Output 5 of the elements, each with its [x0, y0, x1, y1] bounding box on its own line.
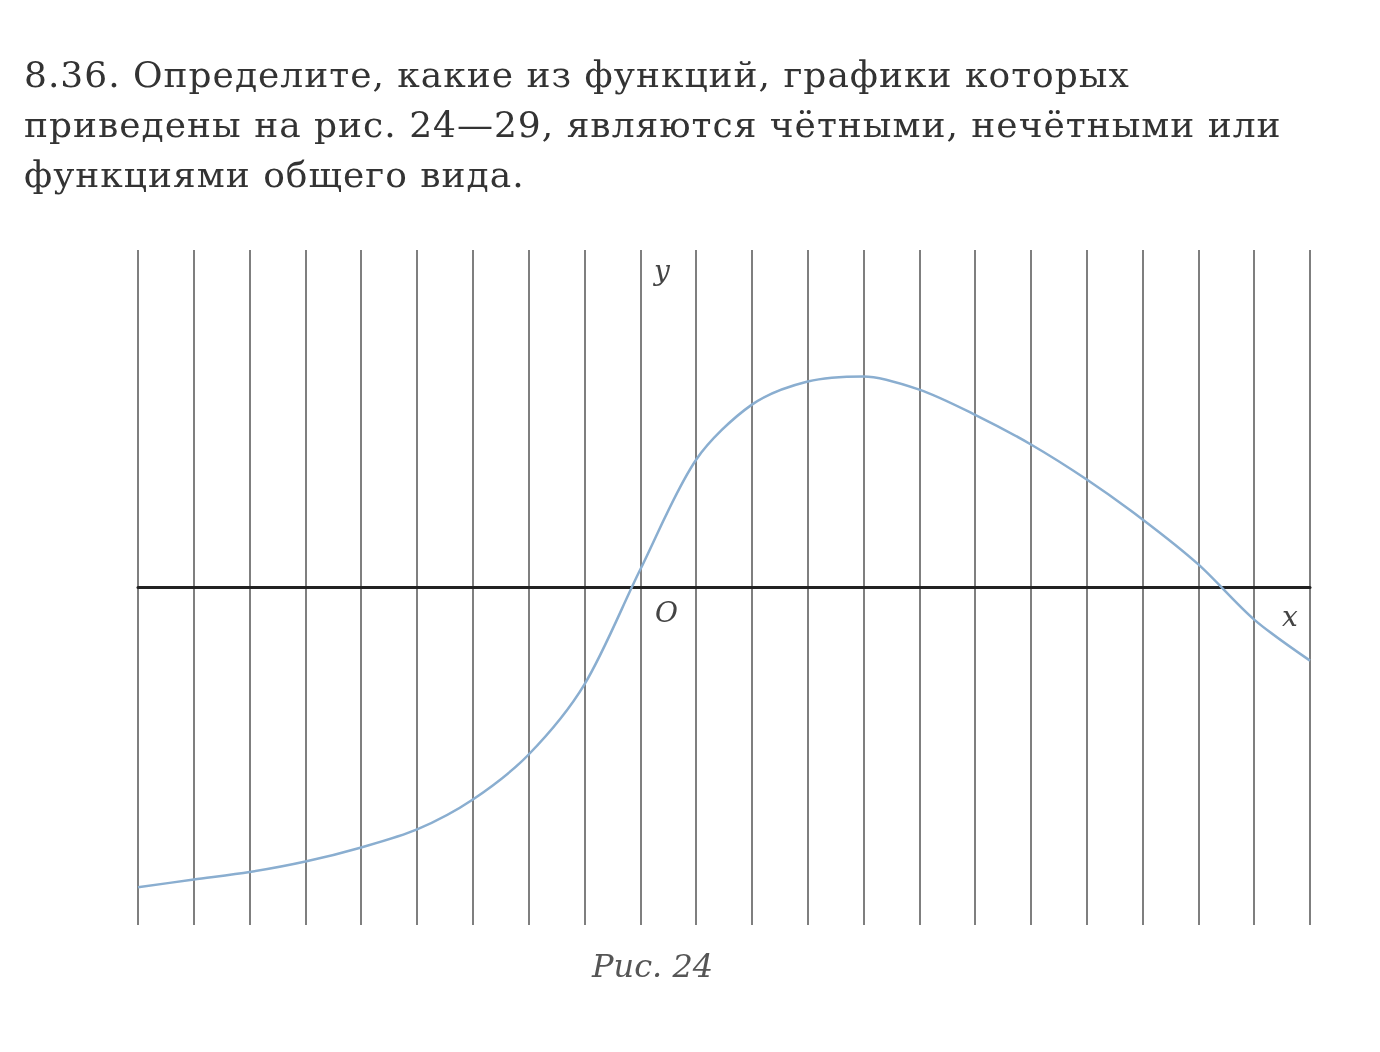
x-axis-title: x: [1282, 599, 1298, 633]
chart-title: 8.36. Определите, какие из функций, графики которых приведены на рис. 24—29, являются чётными, нечётными или функциями общего вида.: [24, 53, 1283, 197]
annotation: O: [655, 595, 678, 629]
y-axis-title: y: [652, 253, 671, 287]
text: Рис. 24: [591, 947, 714, 985]
